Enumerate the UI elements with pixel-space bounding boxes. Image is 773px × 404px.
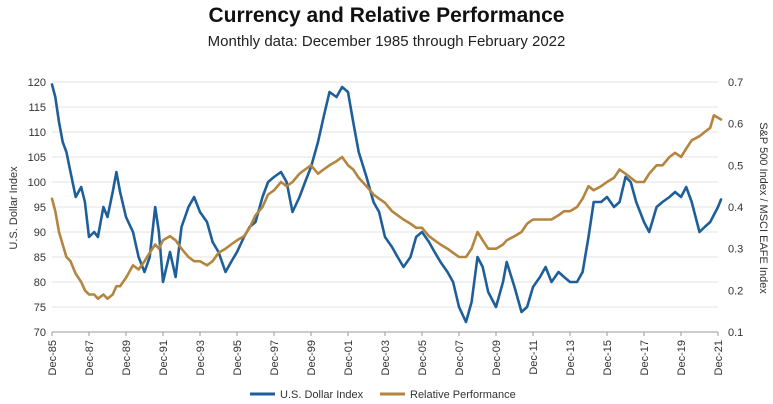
x-tick-label: Dec-17 — [639, 340, 651, 375]
legend: U.S. Dollar Index Relative Performance — [250, 389, 516, 401]
x-tick-label: Dec-87 — [84, 340, 96, 375]
y-axis-left-label: U.S. Dollar Index — [8, 166, 20, 250]
legend-label-usd: U.S. Dollar Index — [280, 389, 364, 401]
x-tick-label: Dec-99 — [306, 340, 318, 375]
y-left-tick-label: 85 — [34, 252, 46, 264]
x-tick-label: Dec-15 — [602, 340, 614, 375]
x-tick-label: Dec-19 — [676, 340, 688, 375]
x-tick-label: Dec-89 — [121, 340, 133, 375]
x-tick-label: Dec-93 — [195, 340, 207, 375]
x-tick-label: Dec-21 — [713, 340, 725, 375]
axes: 70 75 80 85 90 95 100 105 110 115 120 0.1 0.2 0.3 0.4 0… — [28, 77, 744, 375]
x-tick-label: Dec-05 — [417, 340, 429, 375]
x-tick-label: Dec-03 — [380, 340, 392, 375]
y-right-tick-label: 0.7 — [728, 77, 743, 89]
y-right-tick-label: 0.2 — [728, 285, 743, 297]
y-left-tick-label: 120 — [28, 77, 46, 89]
x-tick-label: Dec-91 — [158, 340, 170, 375]
y-left-tick-label: 115 — [28, 102, 46, 114]
y-left-tick-label: 80 — [34, 277, 46, 289]
y-left-tick-label: 90 — [34, 227, 46, 239]
series-layer — [50, 83, 723, 324]
y-axis-right-label: S&P 500 Index / MSCI EAFE Index — [757, 122, 769, 294]
x-tick-label: Dec-13 — [565, 340, 577, 375]
x-tick-label: Dec-11 — [528, 340, 540, 375]
y-left-tick-label: 95 — [34, 202, 46, 214]
y-left-tick-label: 105 — [28, 152, 46, 164]
x-tick-label: Dec-09 — [491, 340, 503, 375]
x-tick-label: Dec-97 — [269, 340, 281, 375]
series-line-relative — [50, 114, 723, 300]
y-right-tick-label: 0.1 — [728, 327, 743, 339]
y-left-tick-label: 110 — [28, 127, 46, 139]
y-right-tick-label: 0.4 — [728, 202, 743, 214]
y-left-tick-label: 100 — [28, 177, 46, 189]
gridlines — [52, 81, 718, 333]
x-tick-label: Dec-07 — [454, 340, 466, 375]
x-tick-label: Dec-95 — [232, 340, 244, 375]
y-right-tick-label: 0.3 — [728, 244, 743, 256]
y-left-tick-label: 75 — [34, 302, 46, 314]
legend-label-relative: Relative Performance — [410, 389, 516, 401]
y-right-tick-label: 0.6 — [728, 119, 743, 131]
x-tick-label: Dec-01 — [343, 340, 355, 375]
x-tick-label: Dec-85 — [47, 340, 59, 375]
chart-subtitle: Monthly data: December 1985 through Febr… — [207, 33, 566, 50]
y-right-tick-label: 0.5 — [728, 160, 743, 172]
chart-title: Currency and Relative Performance — [208, 4, 565, 27]
y-left-tick-label: 70 — [34, 327, 46, 339]
